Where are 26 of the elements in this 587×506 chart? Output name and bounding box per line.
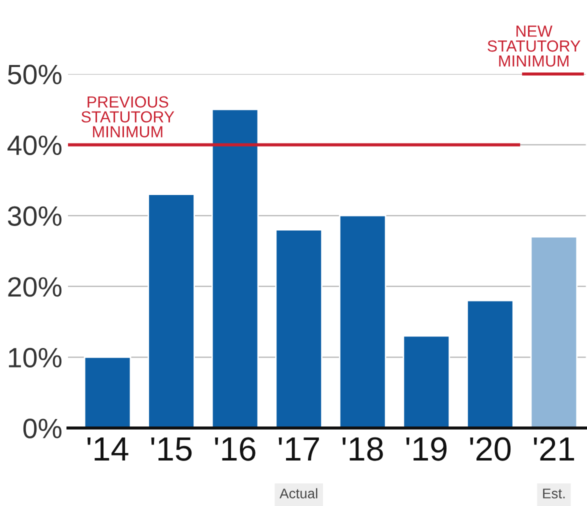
ref-line-label: NEW STATUTORY MINIMUM [488, 26, 580, 67]
x-tick-label: '18 [342, 437, 383, 461]
x-tick-label: '14 [88, 438, 128, 460]
x-tick-label: '21 [534, 437, 574, 460]
bar [338, 214, 386, 428]
text: Est. [543, 488, 565, 498]
bar [402, 335, 450, 428]
text: Actual [280, 488, 318, 498]
bar [466, 300, 514, 428]
x-tick-label: '19 [406, 437, 447, 461]
x-tick-label: '20 [470, 437, 511, 461]
y-tick-label: 20% [8, 277, 62, 297]
y-tick-label: 0% [23, 418, 62, 438]
y-tick-label: 10% [8, 348, 62, 368]
x-tick-label: '17 [278, 438, 319, 460]
bar [275, 229, 323, 428]
y-tick-label: 40% [7, 135, 62, 156]
ref-line-label: PREVIOUS STATUTORY MINIMUM [81, 96, 174, 138]
x-tick-label: '16 [215, 437, 256, 461]
bar [148, 194, 195, 428]
y-tick-label: 30% [8, 206, 62, 226]
bar [211, 108, 259, 428]
x-tick-label: '15 [151, 438, 192, 461]
y-tick-label: 50% [8, 64, 62, 84]
bar [84, 356, 132, 428]
bar [530, 236, 578, 428]
